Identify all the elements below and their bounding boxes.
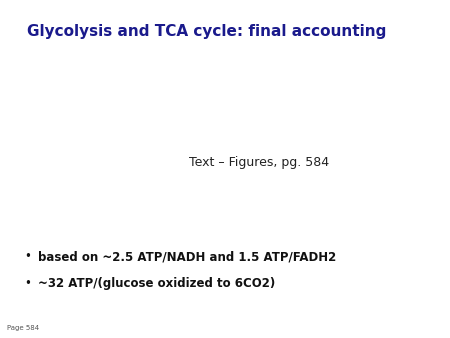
Text: based on ~2.5 ATP/NADH and 1.5 ATP/FADH2: based on ~2.5 ATP/NADH and 1.5 ATP/FADH2	[38, 250, 337, 263]
Text: Glycolysis and TCA cycle: final accounting: Glycolysis and TCA cycle: final accounti…	[27, 24, 387, 39]
Text: •: •	[25, 250, 32, 263]
Text: Text – Figures, pg. 584: Text – Figures, pg. 584	[189, 156, 329, 169]
Text: Page 584: Page 584	[7, 325, 39, 331]
Text: ~32 ATP/(glucose oxidized to 6CO2): ~32 ATP/(glucose oxidized to 6CO2)	[38, 277, 275, 290]
Text: •: •	[25, 277, 32, 290]
